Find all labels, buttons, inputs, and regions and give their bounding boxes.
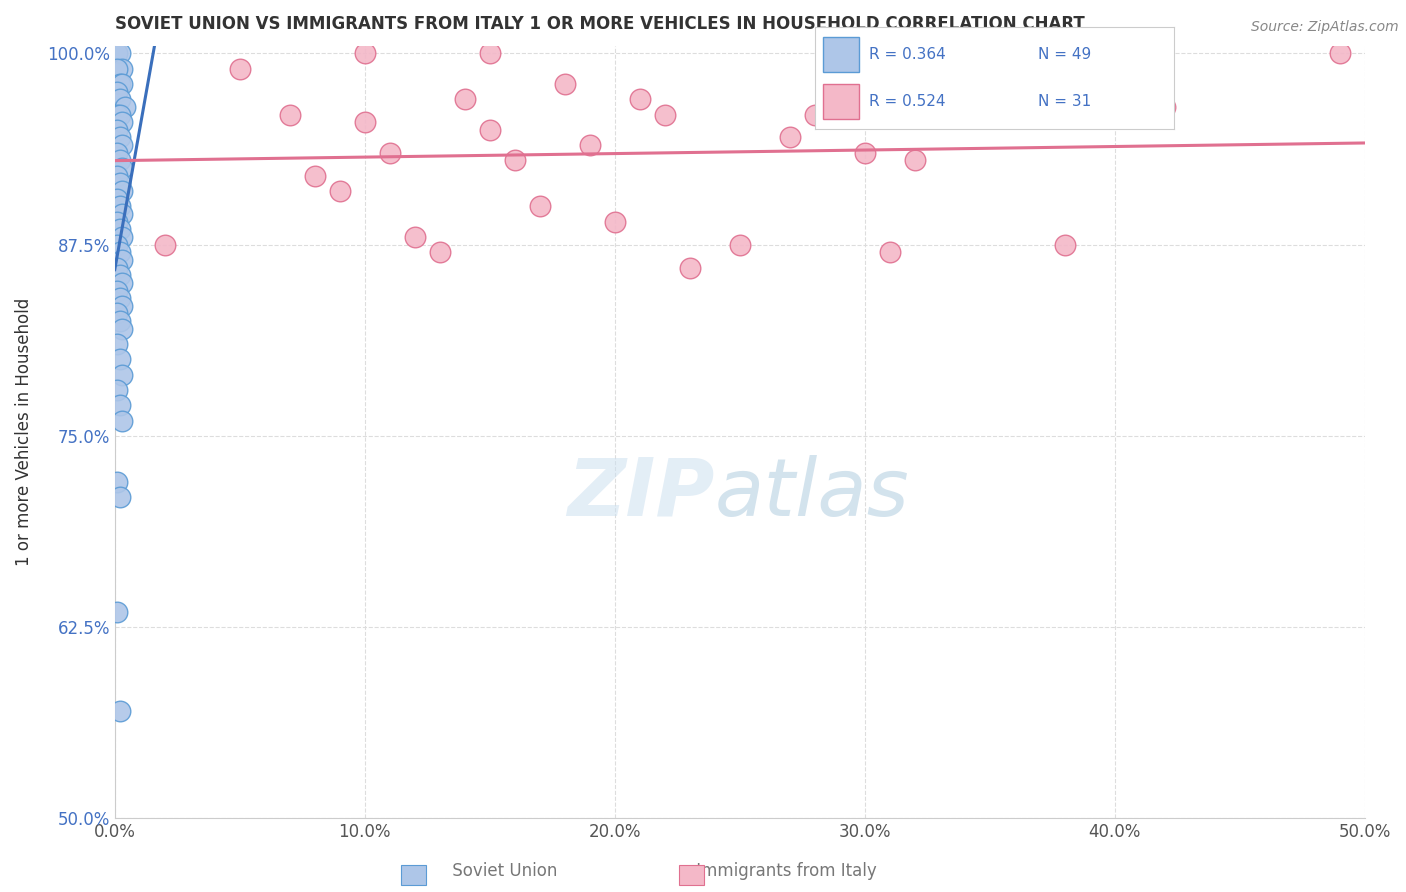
Point [229,62,252,76]
Text: Immigrants from Italy: Immigrants from Italy [669,862,877,880]
Point [108,314,131,328]
Point [108,77,131,91]
Point [114,100,136,114]
Text: R = 0.524: R = 0.524 [869,95,946,109]
Point [111,368,134,382]
Point [108,245,131,260]
Point [478,46,501,61]
Point [679,260,702,275]
Point [111,184,134,198]
Point [478,123,501,137]
Point [603,214,626,228]
Point [111,252,134,267]
Point [578,138,600,153]
Point [108,199,131,213]
Point [779,130,801,145]
Point [108,130,131,145]
Point [454,92,477,106]
Point [503,153,526,168]
Point [105,214,128,228]
FancyBboxPatch shape [823,37,859,72]
Point [105,284,128,298]
Point [1153,100,1175,114]
Point [153,237,176,252]
Point [108,291,131,305]
Point [105,46,128,61]
Point [904,153,927,168]
Point [105,169,128,183]
Point [554,77,576,91]
Point [105,475,128,489]
Text: R = 0.364: R = 0.364 [869,47,946,62]
Point [329,184,352,198]
Point [353,115,375,129]
Point [105,306,128,320]
Point [404,230,426,244]
Point [108,398,131,412]
Point [108,177,131,191]
Text: N = 31: N = 31 [1038,95,1091,109]
Point [108,107,131,121]
Point [628,92,651,106]
Point [304,169,326,183]
Point [111,115,134,129]
Point [111,322,134,336]
Point [108,222,131,236]
Point [108,704,131,718]
Point [105,605,128,619]
Point [111,62,134,76]
Point [108,352,131,367]
Point [105,337,128,351]
FancyBboxPatch shape [823,84,859,119]
Point [111,161,134,175]
Point [108,46,131,61]
Point [105,237,128,252]
Point [111,299,134,313]
Point [108,153,131,168]
Text: Soviet Union: Soviet Union [426,862,558,880]
Point [111,230,134,244]
Point [105,192,128,206]
Point [853,145,876,160]
Point [111,207,134,221]
Point [378,145,401,160]
Point [804,107,827,121]
Point [108,490,131,504]
Point [353,46,375,61]
Point [979,92,1001,106]
Point [105,85,128,99]
Point [278,107,301,121]
Text: N = 49: N = 49 [1038,47,1091,62]
Point [1053,237,1076,252]
Point [108,268,131,283]
Point [429,245,451,260]
Point [728,237,751,252]
Point [105,260,128,275]
Point [105,62,128,76]
Point [105,123,128,137]
Point [108,92,131,106]
Point [111,138,134,153]
Text: atlas: atlas [714,455,910,533]
Point [105,107,128,121]
Point [105,383,128,397]
Point [529,199,551,213]
Text: SOVIET UNION VS IMMIGRANTS FROM ITALY 1 OR MORE VEHICLES IN HOUSEHOLD CORRELATIO: SOVIET UNION VS IMMIGRANTS FROM ITALY 1 … [115,15,1084,33]
Point [111,77,134,91]
Point [111,276,134,290]
Point [111,414,134,428]
Text: Source: ZipAtlas.com: Source: ZipAtlas.com [1251,20,1399,34]
Y-axis label: 1 or more Vehicles in Household: 1 or more Vehicles in Household [15,298,32,566]
Point [1329,46,1351,61]
Point [654,107,676,121]
Point [879,245,901,260]
Point [105,145,128,160]
Text: ZIP: ZIP [568,455,714,533]
